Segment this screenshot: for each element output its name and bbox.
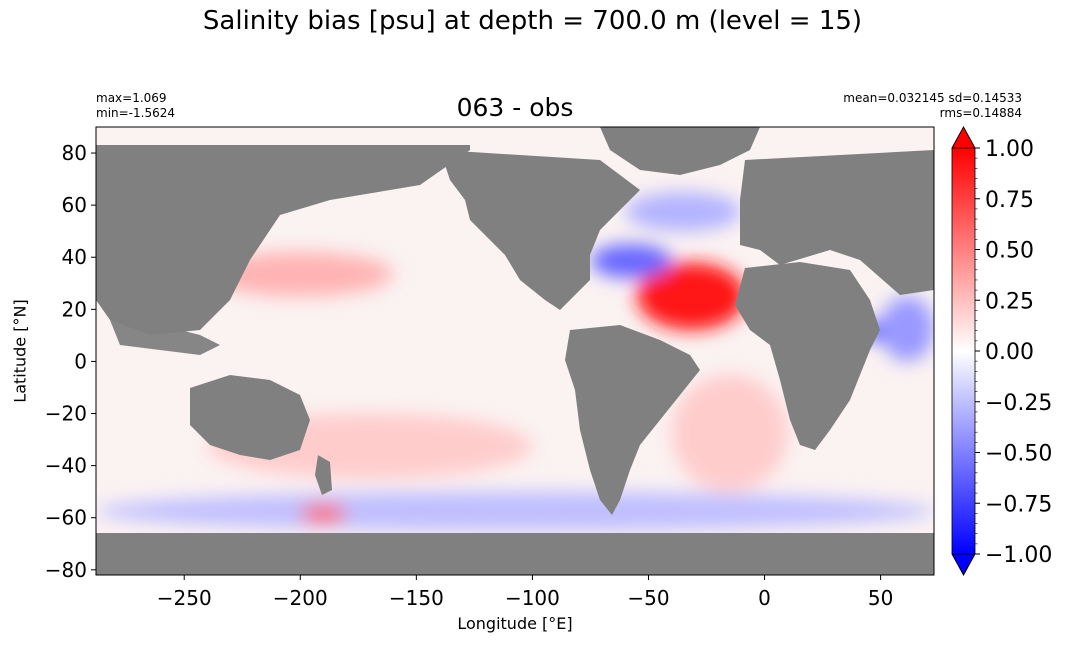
stat-max: max=1.069 <box>96 91 167 105</box>
y-tick-label: 40 <box>62 245 87 269</box>
bias-region-6 <box>671 374 788 492</box>
bias-region-4 <box>880 296 934 362</box>
stats-right: mean=0.032145 sd=0.14533 rms=0.14884 <box>843 91 1022 121</box>
y-tick-label: −80 <box>45 558 87 582</box>
y-tick-label: 60 <box>62 193 87 217</box>
colorbar-tick-label: −1.00 <box>985 543 1052 568</box>
colorbar-tick-label: −0.75 <box>985 492 1052 517</box>
figure-suptitle: Salinity bias [psu] at depth = 700.0 m (… <box>202 6 863 36</box>
colorbar-tick-label: 0.50 <box>985 239 1034 264</box>
plot-frame <box>95 126 935 576</box>
colorbar-tick-label: 1.00 <box>985 137 1034 162</box>
x-tick-label: −250 <box>157 586 212 610</box>
bias-region-8 <box>96 491 934 531</box>
x-axis: −250 −200 −150 −100 −50 0 50 <box>157 575 893 610</box>
colorbar: −1.00 −0.75 −0.50 −0.25 0.00 0.25 0.50 0.75 1.00 <box>951 126 1052 576</box>
colorbar-tick-label: 0.25 <box>985 289 1034 314</box>
colorbar-extend-max <box>951 126 976 149</box>
colorbar-tick-label: −0.50 <box>985 442 1052 467</box>
y-tick-label: 0 <box>74 349 87 373</box>
y-tick-label: −40 <box>45 454 87 478</box>
y-axis: −80 −60 −40 −20 0 20 40 60 80 <box>45 141 96 582</box>
y-tick-label: 80 <box>62 141 87 165</box>
bias-field <box>96 192 934 531</box>
x-tick-label: −150 <box>389 586 444 610</box>
x-tick-label: −100 <box>505 586 560 610</box>
y-axis-label: Latitude [°N] <box>10 299 30 403</box>
colorbar-gradient <box>952 148 975 554</box>
colorbar-tick-label: −0.25 <box>985 391 1052 416</box>
y-tick-label: −60 <box>45 506 87 530</box>
map-area <box>96 127 934 575</box>
land-mask <box>96 127 934 575</box>
colorbar-tick-label: 0.00 <box>985 340 1034 365</box>
bias-region-1 <box>590 244 672 279</box>
x-tick-label: 50 <box>868 586 893 610</box>
stat-rms: rms=0.14884 <box>939 106 1022 120</box>
colorbar-extend-min <box>951 553 976 576</box>
stat-mean-sd: mean=0.032145 sd=0.14533 <box>843 91 1022 105</box>
bias-region-9 <box>300 504 347 523</box>
colorbar-tick-label: 0.75 <box>985 188 1034 213</box>
stats-left: max=1.069 min=-1.5624 <box>96 91 175 121</box>
bias-region-2 <box>625 192 742 232</box>
bias-region-5 <box>207 252 394 297</box>
x-tick-label: −200 <box>273 586 328 610</box>
x-tick-label: −50 <box>627 586 669 610</box>
y-tick-label: −20 <box>45 402 87 426</box>
panel-title: 063 - obs <box>456 93 574 122</box>
y-tick-label: 20 <box>62 297 87 321</box>
stat-min: min=-1.5624 <box>96 106 176 120</box>
x-tick-label: 0 <box>758 586 771 610</box>
x-axis-label: Longitude [°E] <box>457 614 573 633</box>
bias-region-0 <box>636 262 746 331</box>
